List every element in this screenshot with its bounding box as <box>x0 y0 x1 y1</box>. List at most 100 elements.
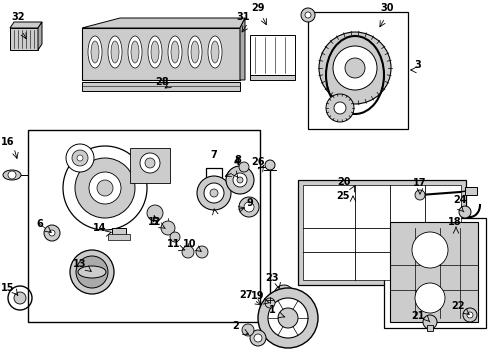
Circle shape <box>75 158 135 218</box>
Ellipse shape <box>3 170 21 180</box>
Circle shape <box>209 189 218 197</box>
Circle shape <box>49 230 55 236</box>
Bar <box>10 28 38 50</box>
Circle shape <box>301 8 314 22</box>
Bar <box>307 12 407 129</box>
Circle shape <box>161 221 175 235</box>
Text: 17: 17 <box>412 178 426 188</box>
Ellipse shape <box>187 36 202 68</box>
Polygon shape <box>249 75 294 80</box>
Text: 21: 21 <box>410 311 424 321</box>
Text: 25: 25 <box>336 191 349 201</box>
Circle shape <box>63 146 147 230</box>
Bar <box>464 187 476 195</box>
Circle shape <box>197 176 230 210</box>
Circle shape <box>305 12 310 18</box>
Text: 12: 12 <box>148 217 162 227</box>
Circle shape <box>458 206 470 218</box>
Text: 27: 27 <box>239 290 252 300</box>
Circle shape <box>66 144 94 172</box>
Polygon shape <box>82 18 244 28</box>
Text: 20: 20 <box>337 177 350 187</box>
Circle shape <box>182 246 194 258</box>
Bar <box>383 218 485 328</box>
Text: 6: 6 <box>37 219 43 229</box>
Circle shape <box>196 246 207 258</box>
Circle shape <box>267 298 307 338</box>
Circle shape <box>333 102 346 114</box>
Circle shape <box>140 153 160 173</box>
Circle shape <box>264 160 274 170</box>
Ellipse shape <box>111 41 119 63</box>
Circle shape <box>14 292 26 304</box>
Polygon shape <box>38 22 42 50</box>
Circle shape <box>8 171 16 179</box>
Text: 14: 14 <box>93 223 106 233</box>
Circle shape <box>70 250 114 294</box>
Circle shape <box>147 205 163 221</box>
Polygon shape <box>249 35 294 75</box>
Ellipse shape <box>78 266 106 278</box>
Text: 1: 1 <box>268 305 275 315</box>
Text: 4: 4 <box>233 157 240 167</box>
Ellipse shape <box>131 41 139 63</box>
Bar <box>108 234 130 240</box>
Circle shape <box>466 312 472 318</box>
Ellipse shape <box>108 36 122 68</box>
Bar <box>303 185 460 280</box>
Circle shape <box>232 173 246 187</box>
Text: 29: 29 <box>251 3 264 13</box>
Polygon shape <box>32 135 195 248</box>
Polygon shape <box>240 18 244 80</box>
Circle shape <box>97 180 113 196</box>
Circle shape <box>76 256 108 288</box>
Text: 24: 24 <box>452 195 466 205</box>
Text: 8: 8 <box>234 155 241 165</box>
Ellipse shape <box>168 36 182 68</box>
Text: 3: 3 <box>414 60 421 70</box>
Circle shape <box>242 324 253 336</box>
Polygon shape <box>82 28 240 80</box>
Circle shape <box>253 334 262 342</box>
Ellipse shape <box>171 41 179 63</box>
Circle shape <box>318 32 390 104</box>
Circle shape <box>77 155 83 161</box>
Circle shape <box>145 158 155 168</box>
Bar <box>130 148 170 183</box>
Circle shape <box>237 177 243 183</box>
Ellipse shape <box>88 36 102 68</box>
Ellipse shape <box>207 36 222 68</box>
Text: 2: 2 <box>232 321 239 331</box>
Circle shape <box>89 172 121 204</box>
Ellipse shape <box>210 41 219 63</box>
Text: 11: 11 <box>167 239 181 249</box>
Bar <box>297 180 465 285</box>
Circle shape <box>239 197 259 217</box>
Text: 18: 18 <box>447 217 461 227</box>
Circle shape <box>414 283 444 313</box>
Text: 22: 22 <box>450 301 464 311</box>
Ellipse shape <box>148 36 162 68</box>
Text: 30: 30 <box>380 3 393 13</box>
Bar <box>205 168 222 188</box>
Circle shape <box>264 298 274 308</box>
Circle shape <box>258 288 317 348</box>
Circle shape <box>411 232 447 268</box>
Ellipse shape <box>151 41 159 63</box>
Circle shape <box>44 225 60 241</box>
Bar <box>426 325 432 331</box>
Text: 16: 16 <box>1 137 15 147</box>
Circle shape <box>203 183 224 203</box>
Text: 9: 9 <box>246 198 253 208</box>
Circle shape <box>239 162 248 172</box>
Text: 19: 19 <box>251 291 264 301</box>
Text: 31: 31 <box>236 12 249 22</box>
Text: 23: 23 <box>264 273 278 283</box>
Text: 13: 13 <box>73 259 86 269</box>
Ellipse shape <box>128 36 142 68</box>
Circle shape <box>278 308 297 328</box>
Circle shape <box>249 330 265 346</box>
Circle shape <box>422 315 436 329</box>
Circle shape <box>462 308 476 322</box>
Text: 5: 5 <box>151 217 158 227</box>
